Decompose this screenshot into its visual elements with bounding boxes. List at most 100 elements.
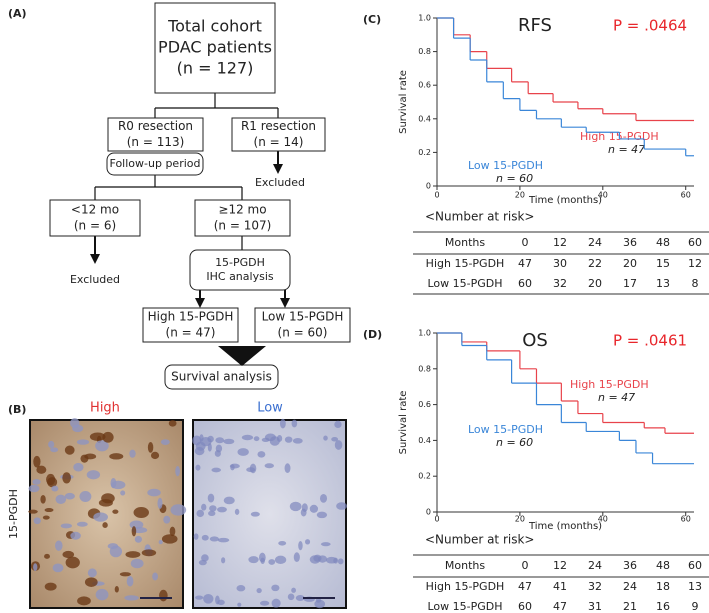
cell bbox=[292, 438, 303, 444]
cell bbox=[42, 515, 50, 520]
cell bbox=[133, 507, 149, 519]
cell bbox=[170, 504, 187, 516]
cell bbox=[271, 584, 280, 592]
flow-node bbox=[254, 307, 351, 343]
cell bbox=[95, 588, 109, 601]
flow-node bbox=[231, 117, 326, 152]
flow-node bbox=[154, 2, 276, 94]
table-cell: 32 bbox=[553, 277, 567, 290]
cell bbox=[250, 511, 260, 517]
cell bbox=[101, 493, 115, 504]
cell bbox=[215, 437, 225, 444]
flow-node-text: High 15-PGDH bbox=[148, 310, 234, 324]
cell bbox=[309, 555, 321, 564]
y-tick-label: 0.6 bbox=[418, 400, 431, 409]
x-tick-label: 0 bbox=[434, 515, 439, 524]
table-cell: 8 bbox=[692, 277, 699, 290]
cell bbox=[196, 509, 205, 518]
table-header: 0 bbox=[522, 559, 529, 572]
flow-node-text: R0 resection bbox=[118, 119, 193, 133]
cell bbox=[336, 502, 348, 510]
table-header: 48 bbox=[656, 559, 670, 572]
cell bbox=[130, 558, 144, 569]
cell bbox=[28, 509, 38, 514]
connector bbox=[154, 93, 279, 118]
cell bbox=[158, 540, 163, 545]
flow-node-text: (n = 127) bbox=[177, 58, 254, 77]
cell bbox=[268, 559, 276, 565]
cell bbox=[209, 536, 219, 542]
cell bbox=[159, 589, 168, 602]
cell bbox=[129, 520, 144, 529]
flow-node-text: IHC analysis bbox=[206, 270, 273, 283]
table-header: 36 bbox=[623, 236, 637, 249]
cell bbox=[315, 598, 322, 603]
cell bbox=[163, 515, 171, 524]
table-cell: 24 bbox=[623, 580, 637, 593]
cell bbox=[124, 595, 139, 601]
cell bbox=[40, 494, 46, 504]
table-header: 0 bbox=[522, 236, 529, 249]
flow-node-text: PDAC patients bbox=[158, 38, 272, 57]
table-cell: 17 bbox=[623, 277, 637, 290]
cell bbox=[337, 558, 344, 565]
cell bbox=[157, 497, 163, 509]
table-header: 60 bbox=[688, 236, 702, 249]
cell bbox=[291, 587, 296, 593]
table-cell: 13 bbox=[688, 580, 702, 593]
cell bbox=[33, 517, 41, 525]
series-n: n = 60 bbox=[496, 436, 533, 449]
x-tick-label: 40 bbox=[598, 515, 608, 524]
cell bbox=[134, 535, 143, 543]
cell bbox=[234, 508, 240, 515]
cell bbox=[152, 572, 158, 581]
cell bbox=[109, 453, 124, 460]
cell bbox=[52, 563, 64, 573]
flow-node-text: R1 resection bbox=[241, 119, 316, 133]
cell bbox=[284, 463, 291, 473]
cell bbox=[44, 582, 57, 591]
flow-triangle bbox=[218, 346, 266, 366]
y-tick-label: 0 bbox=[426, 182, 431, 191]
cell bbox=[48, 440, 55, 448]
cell bbox=[55, 540, 63, 551]
cell bbox=[79, 490, 92, 502]
table-header: Months bbox=[445, 236, 485, 249]
cell bbox=[237, 448, 249, 456]
cell bbox=[193, 533, 199, 540]
cell bbox=[217, 506, 227, 513]
table-cell: 60 bbox=[518, 600, 532, 613]
cell bbox=[84, 577, 98, 587]
x-tick-label: 20 bbox=[515, 515, 525, 524]
cell bbox=[168, 420, 177, 427]
excluded-label: Excluded bbox=[255, 176, 305, 189]
cell bbox=[209, 505, 217, 512]
cell bbox=[256, 587, 262, 594]
cell bbox=[215, 444, 223, 453]
flow-node-text: (n = 107) bbox=[214, 218, 272, 232]
cell bbox=[160, 439, 170, 445]
p-value: P = .0461 bbox=[613, 332, 687, 350]
flowchart: Total cohort PDAC patients(n = 127) R0 res… bbox=[49, 2, 351, 390]
panel-label: (B) bbox=[8, 403, 26, 416]
flow-node-text: Follow-up period bbox=[110, 157, 201, 170]
table-title: <Number at risk> bbox=[425, 533, 534, 547]
flow-node bbox=[164, 364, 279, 390]
cell bbox=[237, 602, 242, 607]
table-cell: 20 bbox=[588, 277, 602, 290]
table-header: 48 bbox=[656, 236, 670, 249]
cell bbox=[271, 598, 281, 608]
y-tick-label: 0.4 bbox=[418, 436, 431, 445]
table-cell: 9 bbox=[692, 600, 699, 613]
cell bbox=[64, 492, 75, 500]
table-cell: 18 bbox=[656, 580, 670, 593]
row-label: 15-PGDH bbox=[7, 489, 20, 539]
excluded-label: Excluded bbox=[70, 273, 120, 286]
table-cell: 60 bbox=[518, 277, 532, 290]
flow-node-text: 15-PGDH bbox=[215, 256, 265, 269]
cell bbox=[195, 595, 204, 600]
cell bbox=[175, 466, 180, 477]
cell bbox=[77, 596, 91, 606]
cell bbox=[70, 418, 80, 428]
x-axis-label: Time (months) bbox=[528, 195, 602, 206]
